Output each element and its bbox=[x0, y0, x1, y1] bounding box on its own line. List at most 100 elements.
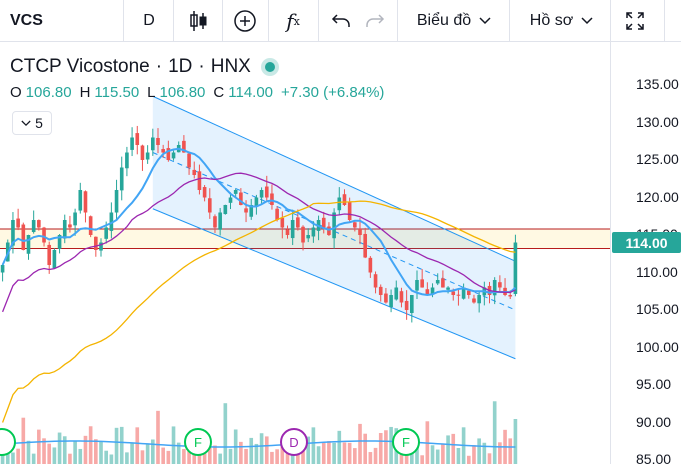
high-value: 115.50 bbox=[94, 84, 140, 101]
candle-body bbox=[62, 220, 67, 239]
price-tick: 95.00 bbox=[636, 376, 672, 392]
event-marker-label: F bbox=[402, 435, 410, 450]
volume-bar bbox=[125, 452, 129, 464]
volume-bar bbox=[16, 448, 20, 464]
volume-bar bbox=[306, 436, 311, 464]
candle-body bbox=[166, 148, 171, 160]
volume-bar bbox=[156, 410, 160, 464]
volume-bar bbox=[342, 442, 347, 464]
volume-bar bbox=[285, 453, 290, 464]
candle-body bbox=[114, 190, 119, 213]
candle-body bbox=[109, 212, 114, 231]
volume-bar bbox=[42, 438, 46, 464]
volume-bar bbox=[218, 453, 222, 464]
ma-mid-line bbox=[1, 172, 516, 313]
interval-button[interactable]: D bbox=[143, 12, 155, 29]
price-tick: 125.00 bbox=[636, 151, 679, 167]
event-marker bbox=[0, 428, 16, 456]
volume-bar bbox=[176, 442, 181, 464]
toolbar-divider bbox=[268, 0, 269, 42]
volume-bar bbox=[83, 435, 88, 464]
candle-body bbox=[498, 282, 502, 288]
candle-body bbox=[156, 138, 160, 145]
candle-body bbox=[140, 145, 145, 160]
plus-circle-icon[interactable] bbox=[228, 0, 262, 42]
candle-body bbox=[280, 217, 285, 228]
candle-body bbox=[368, 257, 373, 273]
volume-bar bbox=[47, 443, 52, 464]
candle-body bbox=[446, 287, 450, 290]
chart-menu-dropdown[interactable]: Biểu đồ bbox=[404, 0, 504, 42]
volume-bar bbox=[492, 401, 497, 464]
market-status-icon bbox=[264, 62, 275, 72]
candle-body bbox=[420, 279, 424, 288]
price-tick: 135.00 bbox=[636, 76, 679, 92]
event-marker bbox=[280, 428, 308, 456]
redo-icon[interactable] bbox=[360, 0, 390, 42]
candle-body bbox=[244, 208, 248, 213]
volume-bar bbox=[140, 450, 145, 464]
candle-body bbox=[275, 208, 279, 220]
candle-body bbox=[321, 217, 326, 228]
price-tick: 120.00 bbox=[636, 189, 679, 205]
event-marker bbox=[392, 428, 420, 456]
volume-bar bbox=[316, 446, 321, 464]
candle-body bbox=[202, 187, 207, 198]
candle-body bbox=[192, 169, 197, 175]
open-label: O bbox=[10, 84, 22, 101]
ohlc-values: O 106.80 H 115.50 L 106.80 C 114.00 +7.30 (+… bbox=[10, 84, 388, 101]
candle-body bbox=[513, 242, 518, 294]
volume-bar bbox=[513, 419, 518, 464]
profile-menu-dropdown[interactable]: Hồ sơ bbox=[514, 0, 609, 42]
volume-bar bbox=[332, 442, 336, 464]
candle-body bbox=[415, 280, 419, 291]
candle-body bbox=[466, 290, 471, 295]
volume-bar bbox=[327, 441, 331, 464]
candle-body bbox=[290, 220, 295, 239]
volume-bar bbox=[130, 442, 134, 464]
volume-bar bbox=[384, 430, 388, 464]
candle-body bbox=[233, 190, 238, 194]
indicators-toggle[interactable]: 5 bbox=[12, 111, 52, 135]
candle-body bbox=[130, 137, 134, 150]
volume-bar bbox=[373, 447, 378, 464]
low-value: 106.80 bbox=[159, 84, 206, 101]
price-axis[interactable] bbox=[610, 42, 681, 464]
volume-bar bbox=[73, 441, 77, 464]
volume-bar bbox=[472, 445, 476, 464]
candle-body bbox=[306, 235, 311, 239]
volume-bar bbox=[68, 453, 72, 464]
volume-bar bbox=[239, 441, 243, 464]
event-marker bbox=[184, 428, 212, 456]
low-label: L bbox=[147, 84, 156, 101]
volume-bar bbox=[21, 417, 26, 464]
toolbar-divider bbox=[123, 0, 124, 42]
undo-icon[interactable] bbox=[326, 0, 356, 42]
fullscreen-icon[interactable] bbox=[618, 0, 652, 42]
close-label: C bbox=[213, 84, 225, 101]
price-tick: 110.00 bbox=[636, 264, 678, 280]
volume-bar bbox=[114, 427, 119, 464]
volume-bar bbox=[430, 445, 435, 464]
company-name: CTCP Vicostone bbox=[10, 56, 150, 77]
candle-body bbox=[11, 220, 15, 246]
volume-bar bbox=[275, 449, 279, 464]
volume-bar bbox=[477, 438, 481, 464]
candle-body bbox=[373, 274, 378, 288]
volume-bar bbox=[197, 451, 202, 464]
symbol-search-button[interactable]: VCS bbox=[10, 12, 43, 29]
candle-body bbox=[409, 295, 414, 313]
candle-body bbox=[311, 227, 316, 237]
candles-icon[interactable] bbox=[180, 0, 218, 42]
candle-body bbox=[347, 201, 352, 220]
candle-body bbox=[249, 205, 254, 217]
volume-bar bbox=[26, 440, 31, 464]
profile-menu-label: Hồ sơ bbox=[529, 12, 574, 29]
chart-legend-title: CTCP Vicostone · 1D · HNX bbox=[10, 56, 275, 78]
volume-bar bbox=[145, 443, 150, 464]
volume-bar bbox=[207, 445, 212, 464]
volume-bar bbox=[228, 448, 233, 464]
